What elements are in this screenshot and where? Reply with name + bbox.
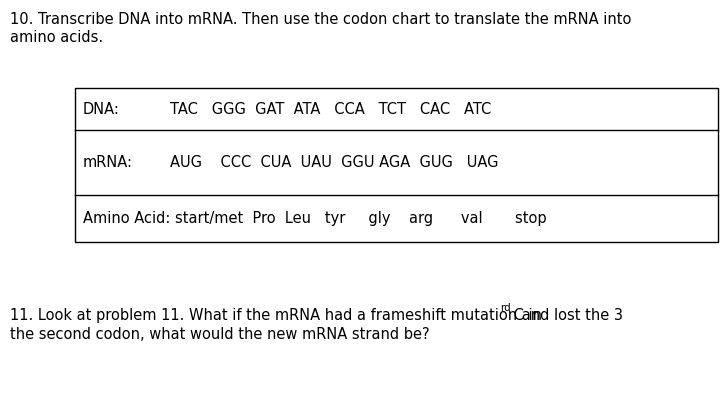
Text: Amino Acid: start/met  Pro  Leu   tyr     gly    arg      val       stop: Amino Acid: start/met Pro Leu tyr gly ar…: [83, 211, 547, 226]
Text: amino acids.: amino acids.: [10, 30, 103, 45]
Text: C in: C in: [509, 308, 542, 323]
Text: the second codon, what would the new mRNA strand be?: the second codon, what would the new mRN…: [10, 327, 430, 342]
Text: 11. Look at problem 11. What if the mRNA had a frameshift mutation and lost the : 11. Look at problem 11. What if the mRNA…: [10, 308, 623, 323]
Text: DNA:: DNA:: [83, 101, 120, 116]
Text: rd: rd: [500, 303, 510, 313]
Text: 10. Transcribe DNA into mRNA. Then use the codon chart to translate the mRNA int: 10. Transcribe DNA into mRNA. Then use t…: [10, 12, 631, 27]
Bar: [75, 88, 718, 242]
Text: AUG    CCC  CUA  UAU  GGU AGA  GUG   UAG: AUG CCC CUA UAU GGU AGA GUG UAG: [170, 155, 499, 170]
Text: mRNA:: mRNA:: [83, 155, 133, 170]
Text: TAC   GGG  GAT  ATA   CCA   TCT   CAC   ATC: TAC GGG GAT ATA CCA TCT CAC ATC: [170, 101, 491, 116]
